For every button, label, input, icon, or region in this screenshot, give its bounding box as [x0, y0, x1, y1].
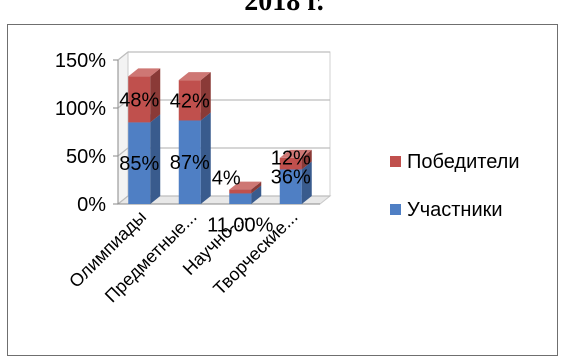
legend-label: Участники [407, 199, 503, 221]
bar-side [150, 68, 161, 123]
bar-front [128, 122, 151, 204]
bar-top [128, 68, 161, 77]
bar-front [279, 157, 302, 170]
y-tick-label: 150% [55, 50, 106, 72]
y-tick-label: 0% [77, 194, 106, 216]
data-label: 36% [271, 167, 311, 189]
bar-front [128, 76, 151, 123]
data-label: 42% [170, 90, 210, 112]
bar-front [178, 80, 201, 121]
legend-swatch [390, 156, 401, 167]
bar-top [229, 181, 262, 190]
gridline [117, 99, 330, 109]
y-tick-label: 100% [55, 98, 106, 120]
bar-side [251, 185, 262, 204]
bar-side [251, 181, 262, 194]
bar-front [279, 169, 302, 204]
bar-front [229, 193, 252, 204]
bar-side [301, 149, 312, 170]
data-label: 87% [170, 152, 210, 174]
chart-side-wall [117, 50, 129, 206]
gridline [117, 51, 330, 61]
data-label: 48% [119, 89, 159, 111]
bar-front [178, 120, 201, 204]
gridline [117, 147, 330, 157]
bar-front [229, 189, 252, 194]
y-tick-label: 50% [66, 146, 106, 168]
data-label: 12% [271, 148, 311, 170]
data-label: 11,00% [207, 215, 274, 237]
legend-swatch [390, 204, 401, 215]
data-label: 4% [212, 168, 241, 190]
bar-side [200, 112, 211, 204]
category-label: Предметные... [101, 207, 201, 307]
data-label: 85% [119, 153, 159, 175]
bar-top [178, 72, 211, 81]
page-title: 2018 г. [244, 0, 324, 17]
bar-top [279, 149, 312, 158]
bar-side [200, 72, 211, 121]
bar-side [301, 161, 312, 204]
gridline [117, 195, 330, 205]
bar-side [150, 114, 161, 204]
legend-label: Победители [407, 151, 520, 173]
